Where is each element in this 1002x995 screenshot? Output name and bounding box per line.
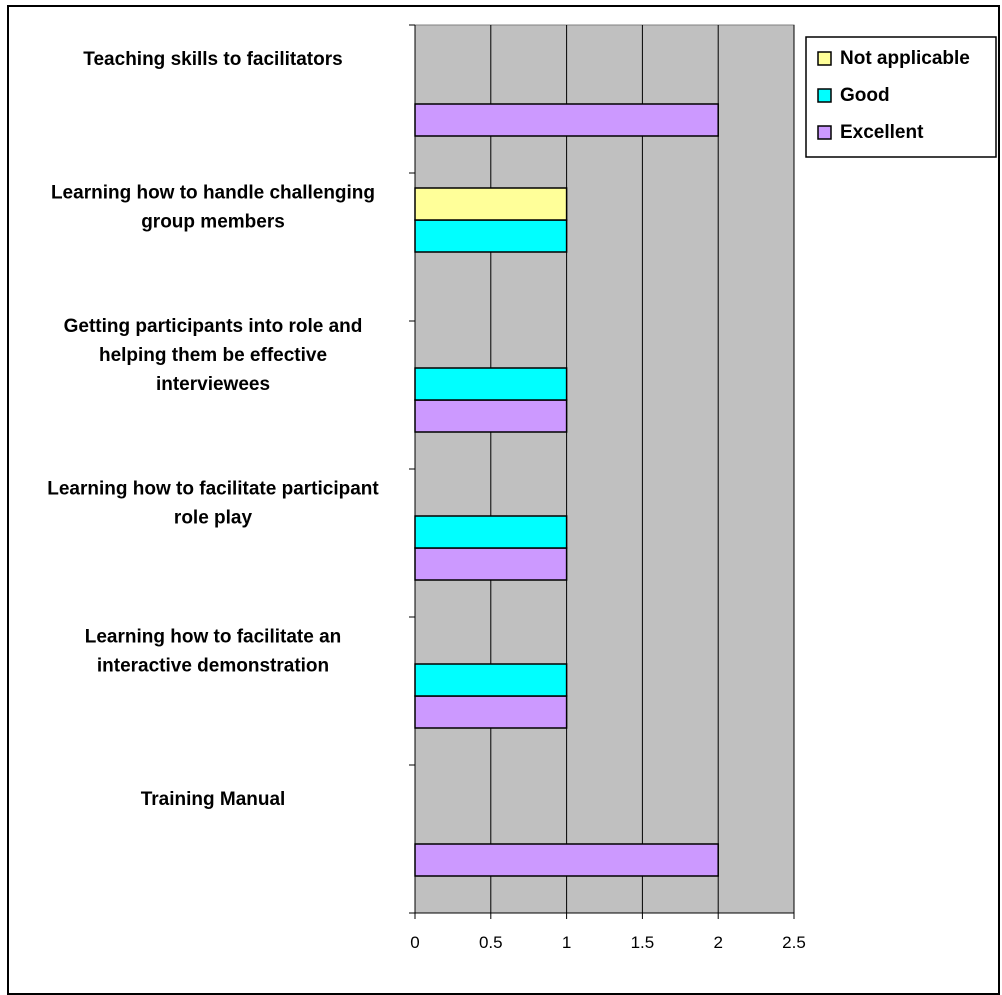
x-tick-label: 1 (562, 933, 571, 952)
x-tick-label: 2.5 (782, 933, 806, 952)
legend-label: Good (840, 85, 890, 106)
bar-good (414, 663, 568, 697)
legend-label: Excellent (840, 122, 924, 143)
category-label: Learning how to facilitate participant ro… (47, 479, 379, 529)
x-tick-label: 1.5 (631, 933, 655, 952)
legend-box (805, 36, 997, 158)
legend: Not applicable Good Excellent (805, 36, 997, 158)
legend-swatch (817, 125, 832, 140)
bar-excellent (414, 547, 568, 581)
category-label: Learning how to facilitate an interactive… (85, 627, 342, 677)
category-label: Teaching skills to facilitators (83, 49, 342, 70)
legend-swatch (817, 88, 832, 103)
bar-excellent (414, 399, 568, 433)
bar-good (414, 367, 568, 401)
x-tick-label: 0 (410, 933, 419, 952)
bar-good (414, 219, 568, 253)
category-label: Learning how to handle challenging group … (51, 183, 375, 233)
x-tick-label: 2 (713, 933, 722, 952)
legend-label: Not applicable (840, 48, 970, 69)
legend-swatch (817, 51, 832, 66)
bar-good (414, 515, 568, 549)
bar-excellent (414, 695, 568, 729)
category-label: Getting participants into role and helpin… (64, 316, 363, 395)
category-label: Training Manual (141, 789, 286, 810)
bar-not-applicable (414, 187, 568, 221)
bar-excellent (414, 843, 719, 877)
plot-background (414, 24, 795, 914)
plot-area: 0 0.5 1 1.5 2 2.5 Training Manual Learning how … (47, 24, 806, 952)
x-tick-label: 0.5 (479, 933, 503, 952)
bar-excellent (414, 103, 719, 137)
